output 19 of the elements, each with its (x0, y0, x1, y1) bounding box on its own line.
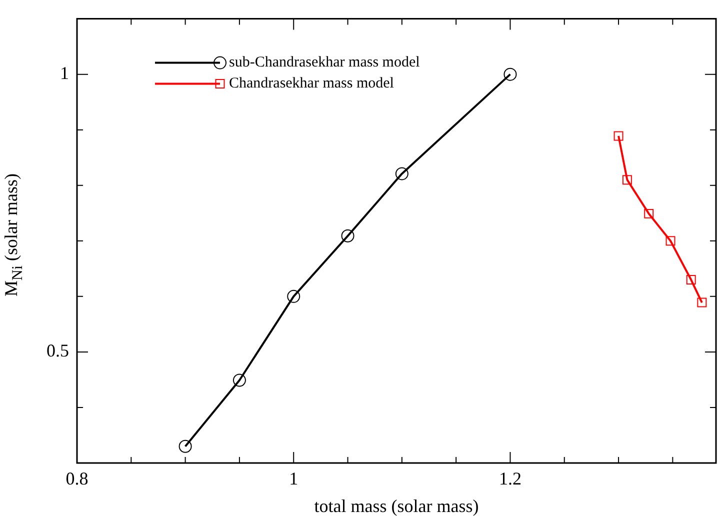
x-tick-label: 0.8 (66, 468, 88, 489)
point (287, 290, 300, 303)
point (341, 229, 354, 242)
point (666, 236, 676, 246)
point (686, 275, 696, 285)
x-tick-label: 1 (289, 468, 298, 489)
point (644, 208, 654, 218)
point (178, 440, 192, 453)
legend-label: Chandrasekhar mass model (229, 76, 394, 92)
point (504, 68, 517, 81)
y-tick-label: 0.5 (46, 340, 69, 361)
legend-label: sub-Chandrasekhar mass model (229, 54, 420, 71)
point (614, 131, 624, 141)
point (232, 374, 246, 387)
point (622, 175, 632, 185)
point (395, 167, 408, 180)
x-tick-label: 1.2 (498, 468, 522, 489)
x-axis-title: total mass (solar mass) (314, 496, 479, 516)
point (697, 298, 707, 308)
